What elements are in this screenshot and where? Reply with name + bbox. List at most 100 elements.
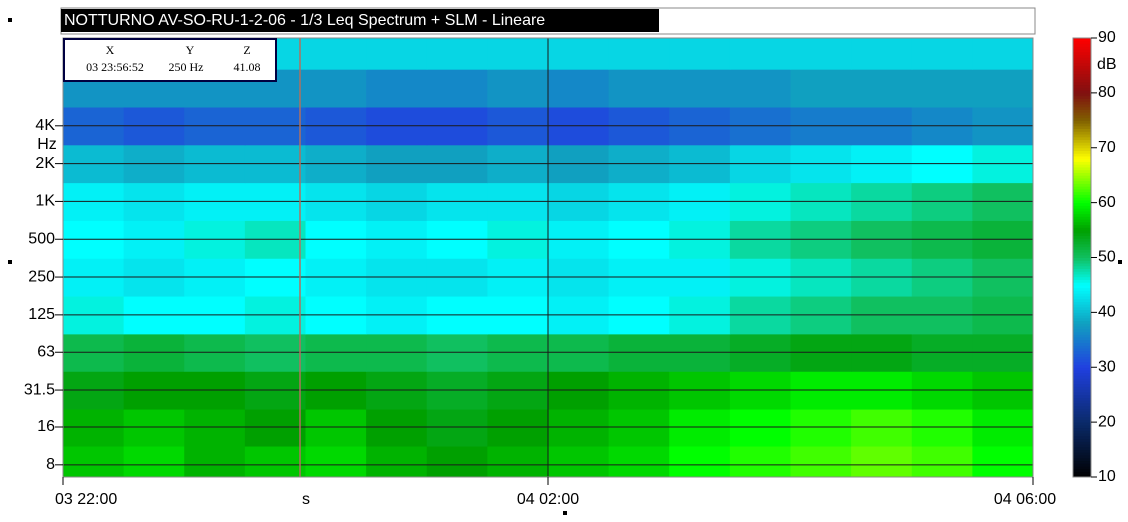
colorbar-step [1073,435,1091,440]
colorbar-step [1073,449,1091,453]
colorbar-step [1073,427,1091,431]
x-tick-label: 04 06:00 [994,491,1056,508]
cell [729,69,792,108]
cursor-box-frame [63,38,277,82]
colorbar-step [1073,70,1091,75]
colorbar-step [1073,276,1091,280]
colorbar-step [1073,364,1091,368]
colorbar-step [1073,444,1091,448]
y-tick-label: 125 [28,306,55,323]
colorbar-tick-label: 30 [1098,358,1116,375]
colorbar-step [1073,232,1091,237]
colorbar-step [1073,430,1091,434]
colorbar-step [1073,197,1091,201]
colorbar-step [1073,230,1091,234]
colorbar-step [1073,40,1091,44]
colorbar-step [1073,361,1091,366]
colorbar-step [1073,309,1091,313]
cursor-x-value: 03 23:56:52 [86,60,144,74]
colorbar-step [1073,463,1091,467]
cell [426,445,488,477]
cell [608,69,670,108]
colorbar-step [1073,238,1091,242]
colorbar-step [1073,353,1091,357]
colorbar-step [1073,367,1091,371]
colorbar-step [1073,87,1091,91]
cell [548,445,610,477]
colorbar-step [1073,65,1091,69]
cursor-y-label: Y [186,43,195,57]
colorbar-step [1073,57,1091,61]
colorbar-step [1073,389,1091,393]
colorbar-step [1073,219,1091,223]
y-tick-label: 31.5 [24,381,55,398]
colorbar-step [1073,43,1091,47]
cell [487,69,549,108]
colorbar-step [1073,103,1091,108]
colorbar-step [1073,471,1091,475]
colorbar-step [1073,457,1091,462]
cell [851,69,913,108]
colorbar-step [1073,369,1091,374]
colorbar-step [1073,117,1091,121]
colorbar-step [1073,452,1091,456]
colorbar-step [1073,169,1091,173]
cursor-y-value: 250 Hz [169,60,204,74]
colorbar-step [1073,246,1091,250]
cell [548,69,610,108]
colorbar-step [1073,46,1091,50]
colorbar-step [1073,166,1091,171]
colorbar-step [1073,48,1091,53]
colorbar-step [1073,397,1091,401]
colorbar-step [1073,180,1091,184]
cell [184,445,246,477]
colorbar-step [1073,317,1091,322]
cell [305,69,367,108]
colorbar-step [1073,411,1091,415]
cell [851,445,913,477]
y-tick-label: 63 [37,343,55,360]
colorbar-step [1073,208,1091,212]
colorbar-step [1073,109,1091,113]
handle [8,260,12,264]
colorbar-step [1073,290,1091,294]
colorbar-step [1073,345,1091,349]
colorbar-step [1073,243,1091,248]
colorbar-step [1073,271,1091,275]
colorbar-step [1073,408,1091,412]
y-tick-label: 8 [46,456,55,473]
colorbar-step [1073,282,1091,286]
colorbar-step [1073,474,1091,478]
cell [911,69,973,108]
cell [426,38,488,70]
colorbar-step [1073,202,1091,206]
cell [244,445,307,477]
colorbar-tick-label: 50 [1098,249,1116,266]
colorbar-step [1073,323,1091,327]
colorbar-step [1073,177,1091,182]
colorbar-label: dB [1097,56,1117,73]
colorbar-step [1073,38,1091,42]
colorbar-step [1073,326,1091,330]
colorbar-step [1073,298,1091,302]
colorbar-step [1073,235,1091,239]
y-tick-label: 250 [28,268,55,285]
cell [487,38,549,70]
colorbar-step [1073,293,1091,297]
cell [669,69,731,108]
colorbar-step [1073,210,1091,215]
cell [972,445,1033,477]
colorbar-tick-label: 90 [1098,29,1116,46]
handle [563,511,567,515]
cell [729,445,792,477]
colorbar-step [1073,84,1091,88]
colorbar-step [1073,194,1091,198]
colorbar-step [1073,304,1091,308]
colorbar-step [1073,76,1091,80]
cell [790,38,852,70]
colorbar-step [1073,455,1091,459]
colorbar-step [1073,438,1091,442]
colorbar-step [1073,262,1091,267]
cell [366,69,428,108]
colorbar-step [1073,153,1091,157]
